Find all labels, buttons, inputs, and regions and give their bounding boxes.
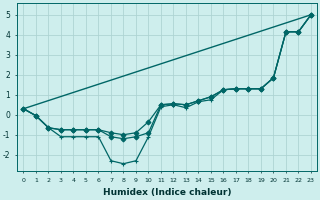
X-axis label: Humidex (Indice chaleur): Humidex (Indice chaleur) xyxy=(103,188,231,197)
